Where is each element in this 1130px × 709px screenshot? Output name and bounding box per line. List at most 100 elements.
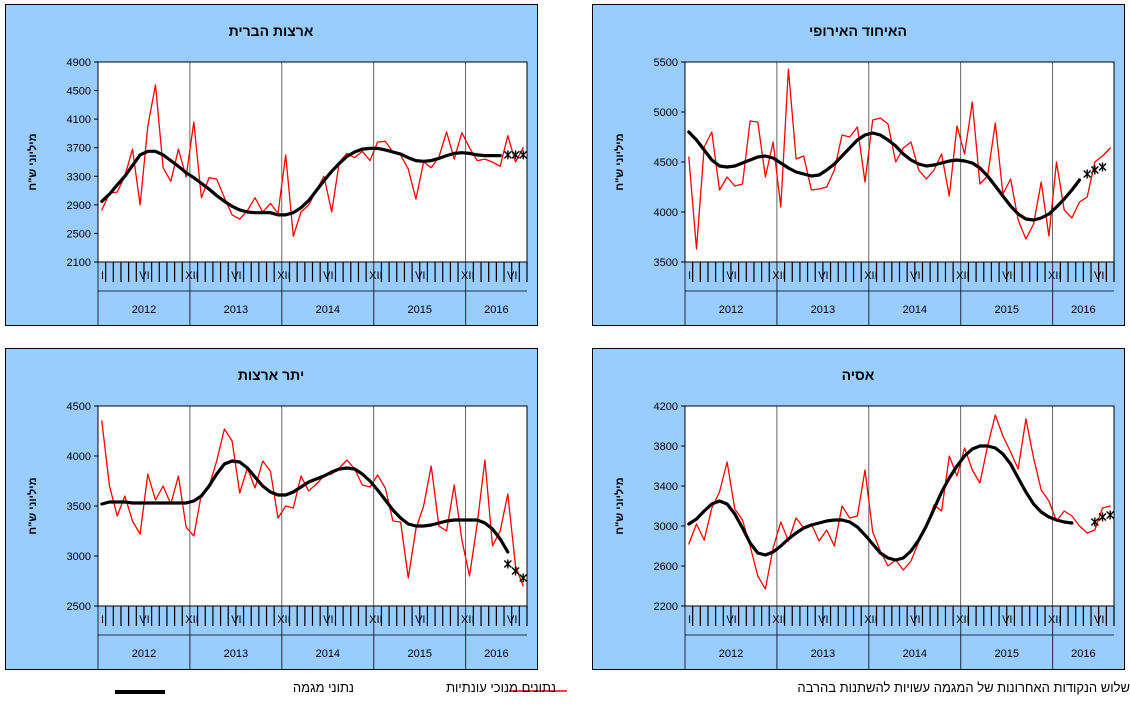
uncertain-point-marker [1098,512,1107,522]
year-label: 2016 [1071,304,1095,316]
year-label: 2016 [484,304,508,316]
legend-trend-label: נתוני מגמה [292,680,354,695]
month-label: VI [726,270,736,282]
y-tick-label: 4500 [67,86,91,98]
year-label: 2014 [903,648,927,660]
uncertain-point-marker [519,150,528,160]
month-label: VI [910,270,920,282]
month-label: I [688,270,691,282]
uncertain-point-marker [1090,517,1099,527]
y-tick-label: 2600 [654,561,678,573]
y-tick-label: 4100 [67,114,91,126]
year-label: 2015 [408,648,432,660]
month-label: XII [956,270,969,282]
legend-uncertain-label: שלוש הנקודות האחרונות של המגמה עשויות לה… [797,680,1130,695]
month-label: VI [818,270,828,282]
plot-area [684,405,1115,607]
month-label: VI [139,614,149,626]
year-label: 2014 [903,304,927,316]
uncertain-point-marker [503,150,512,160]
seasonally-adjusted-line [688,68,1111,250]
year-label: 2015 [995,648,1019,660]
seasonally-adjusted-line [688,414,1111,590]
chart-usa: ארצות הברית 2100 2500 2900 3300 3700 4100 4500 4… [26,23,528,325]
plot-area [97,61,528,263]
y-tick-label: 2900 [67,200,91,212]
month-label: XII [1048,270,1061,282]
month-label: VI [231,614,241,626]
uncertain-point-marker [1090,165,1099,175]
uncertain-point-marker [1083,169,1092,179]
y-tick-label: 4000 [67,451,91,463]
chart-title: האיחוד האירופי [809,23,907,39]
month-label: VI [507,614,517,626]
y-tick-label: 5500 [654,57,678,69]
year-label: 2014 [316,304,340,316]
y-tick-label: 3000 [654,521,678,533]
year-label: 2014 [316,648,340,660]
chart-title: יתר ארצות [238,367,304,383]
month-label: VI [726,614,736,626]
year-label: 2013 [224,304,248,316]
plot-area [97,405,528,607]
y-tick-label: 3400 [654,481,678,493]
month-label: I [688,614,691,626]
trend-line [687,444,1074,562]
uncertain-point-marker [503,559,512,569]
y-tick-label: 3000 [67,551,91,563]
month-label: VI [323,270,333,282]
month-label: XII [369,614,382,626]
year-label: 2012 [132,304,156,316]
month-label: XII [461,270,474,282]
year-label: 2016 [484,648,508,660]
y-tick-label: 2500 [67,228,91,240]
panel-other-countries: יתר ארצות 2500 3000 3500 4000 4500 מיליוני ש"ח… [5,348,538,670]
trend-line [100,146,502,217]
legend-raw-label: נתונים מנוכי עונתיות [446,680,556,695]
y-tick-label: 4000 [654,207,678,219]
year-label: 2012 [719,648,743,660]
month-label: XII [864,270,877,282]
month-label: VI [910,614,920,626]
trend-line [687,130,1082,222]
uncertain-point-marker [1106,510,1115,520]
year-label: 2013 [224,648,248,660]
month-label: XII [956,614,969,626]
y-axis-label: מיליוני ש"ח [613,477,626,534]
month-label: I [101,614,104,626]
y-tick-label: 2100 [67,257,91,269]
chart-other-countries: יתר ארצות 2500 3000 3500 4000 4500 מיליוני ש"ח… [26,367,528,669]
year-label: 2015 [995,304,1019,316]
month-label: VI [818,614,828,626]
y-tick-label: 2500 [67,601,91,613]
month-label: I [101,270,104,282]
y-tick-label: 4500 [67,401,91,413]
month-label: XII [864,614,877,626]
month-label: XII [277,270,290,282]
month-label: XII [1048,614,1061,626]
month-label: XII [185,270,198,282]
y-tick-label: 5000 [654,107,678,119]
chart-title: אסיה [842,367,875,383]
year-label: 2015 [408,304,432,316]
y-tick-label: 3800 [654,441,678,453]
seasonally-adjusted-line [101,420,524,587]
plot-area [684,61,1115,263]
y-tick-label: 4900 [67,57,91,69]
year-label: 2012 [132,648,156,660]
month-label: XII [461,614,474,626]
month-label: VI [507,270,517,282]
legend-raw-swatch [509,690,567,692]
month-label: VI [415,614,425,626]
month-label: VI [1002,270,1012,282]
year-label: 2016 [1071,648,1095,660]
y-axis-label: מיליוני ש"ח [613,133,626,190]
panel-usa: ארצות הברית 2100 2500 2900 3300 3700 4100 4500 4… [5,4,538,326]
month-label: VI [323,614,333,626]
uncertain-point-marker [511,150,520,160]
panel-eu: האיחוד האירופי 3500 4000 4500 5000 5500 מיליונ… [592,4,1125,326]
uncertain-point-marker [511,566,520,576]
month-label: VI [1094,270,1104,282]
month-label: XII [277,614,290,626]
y-axis-label: מיליוני ש"ח [26,477,39,534]
